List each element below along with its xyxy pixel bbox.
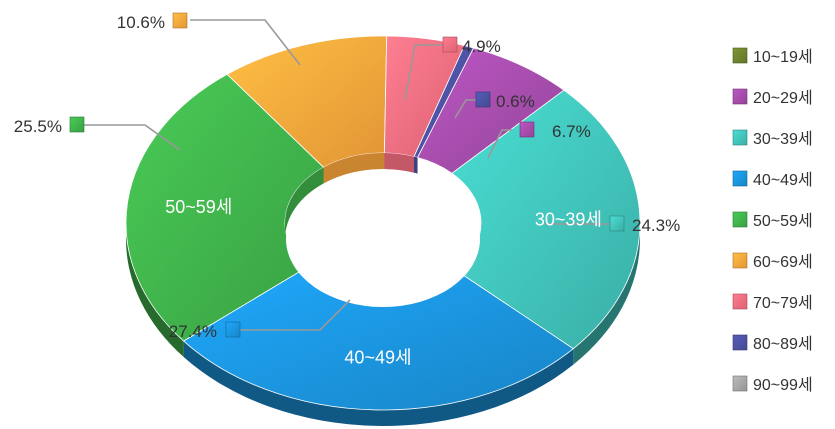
- inner-label-30-39: 30~39세: [535, 209, 602, 229]
- value-label-30-39: 24.3%: [632, 216, 680, 235]
- legend-item-90-99: 90~99세: [732, 375, 813, 394]
- legend-label: 30~39세: [753, 130, 813, 148]
- legend-label: 80~89세: [753, 335, 813, 353]
- legend-label: 50~59세: [753, 212, 813, 230]
- hole-wall-50-59: [285, 167, 324, 239]
- legend-swatch: [732, 211, 748, 228]
- legend-swatch: [732, 375, 748, 392]
- label-swatch-50-59: [69, 116, 85, 133]
- value-labels: 30~39세 40~49세 50~59세 6.7% 24.3% 27.4% 25.5% 10.…: [14, 12, 680, 367]
- wall-50-59: [126, 223, 184, 358]
- wall-40-49: [183, 341, 574, 426]
- legend-label: 60~69세: [753, 253, 813, 271]
- legend-item-60-69: 60~69세: [732, 252, 813, 271]
- legend-label: 90~99세: [753, 376, 813, 394]
- legend-item-10-19: 10~19세: [732, 47, 813, 66]
- legend-swatch: [732, 252, 748, 269]
- inner-label-50-59: 50~59세: [165, 197, 232, 217]
- donut-slices: [125, 35, 641, 426]
- value-label-40-49: 27.4%: [169, 322, 217, 341]
- leader-40-49: [240, 299, 351, 331]
- leader-20-29: [487, 129, 512, 159]
- legend-swatch: [732, 129, 748, 146]
- legend-item-20-29: 20~29세: [732, 88, 813, 107]
- label-swatch-80-89: [475, 91, 491, 108]
- label-swatch-40-49: [225, 321, 241, 338]
- hole-wall-60-69: [323, 153, 385, 184]
- legend-label: 40~49세: [753, 171, 813, 189]
- legend-label: 20~29세: [753, 89, 813, 107]
- label-swatch-30-39: [609, 215, 625, 232]
- label-swatch-70-79: [442, 36, 458, 53]
- leader-80-89: [454, 99, 476, 119]
- legend-swatch: [732, 88, 748, 105]
- leader-50-59: [82, 124, 181, 151]
- hole-wall-70-79: [384, 153, 415, 173]
- legend: 10~19세 20~29세 30~39세 40~49세 50~59세 60~69세 70~7…: [732, 47, 813, 394]
- legend-item-80-89: 80~89세: [732, 334, 813, 353]
- legend-item-50-59: 50~59세: [732, 211, 813, 230]
- value-label-80-89: 0.6%: [496, 92, 535, 111]
- value-label-50-59: 25.5%: [14, 117, 62, 136]
- inner-label-40-49: 40~49세: [344, 347, 411, 367]
- label-swatch-60-69: [172, 12, 188, 29]
- value-label-70-79: 4.9%: [462, 37, 501, 56]
- wall-30-39: [573, 223, 640, 365]
- legend-item-40-49: 40~49세: [732, 170, 813, 189]
- leader-lines: [82, 19, 610, 331]
- legend-swatch: [732, 170, 748, 187]
- legend-swatch: [732, 47, 748, 64]
- label-swatch-20-29: [519, 121, 535, 138]
- leader-60-69: [190, 19, 301, 66]
- legend-label: 10~19세: [753, 48, 813, 66]
- leader-70-79: [404, 44, 442, 101]
- legend-label: 70~79세: [753, 294, 813, 312]
- legend-swatch: [732, 334, 748, 351]
- legend-swatch: [732, 293, 748, 310]
- slice-30-39: [451, 89, 641, 350]
- value-label-20-29: 6.7%: [552, 122, 591, 141]
- value-label-60-69: 10.6%: [117, 13, 165, 32]
- legend-item-70-79: 70~79세: [732, 293, 813, 312]
- hole-wall-80-89: [414, 156, 418, 174]
- donut-hole: [286, 171, 480, 307]
- legend-item-30-39: 30~39세: [732, 129, 813, 148]
